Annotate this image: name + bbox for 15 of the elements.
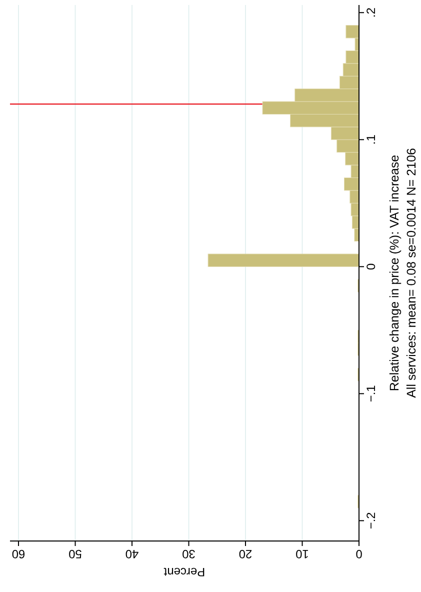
y-tick-label: −.1 — [364, 384, 378, 402]
x-axis-title: Percent — [163, 564, 206, 579]
y-tick-label: 0 — [364, 262, 378, 270]
x-tick-label: 0 — [355, 546, 362, 561]
y-axis-title: Relative change in price (%): VAT increase — [387, 154, 402, 392]
x-tick-label: 10 — [295, 546, 309, 561]
x-tick-label: 40 — [125, 546, 139, 561]
y-tick-label: −.2 — [364, 512, 378, 530]
x-tick-label: 20 — [238, 546, 252, 561]
x-tick-label: 30 — [182, 546, 196, 561]
text: All services: mean= 0.08 se=0.0014 N= 2106 — [404, 148, 418, 398]
x-tick-label: 60 — [12, 546, 26, 561]
y-tick-label: .2 — [364, 7, 378, 18]
x-tick-label: 50 — [68, 546, 82, 561]
y-tick-label: .1 — [364, 134, 378, 145]
